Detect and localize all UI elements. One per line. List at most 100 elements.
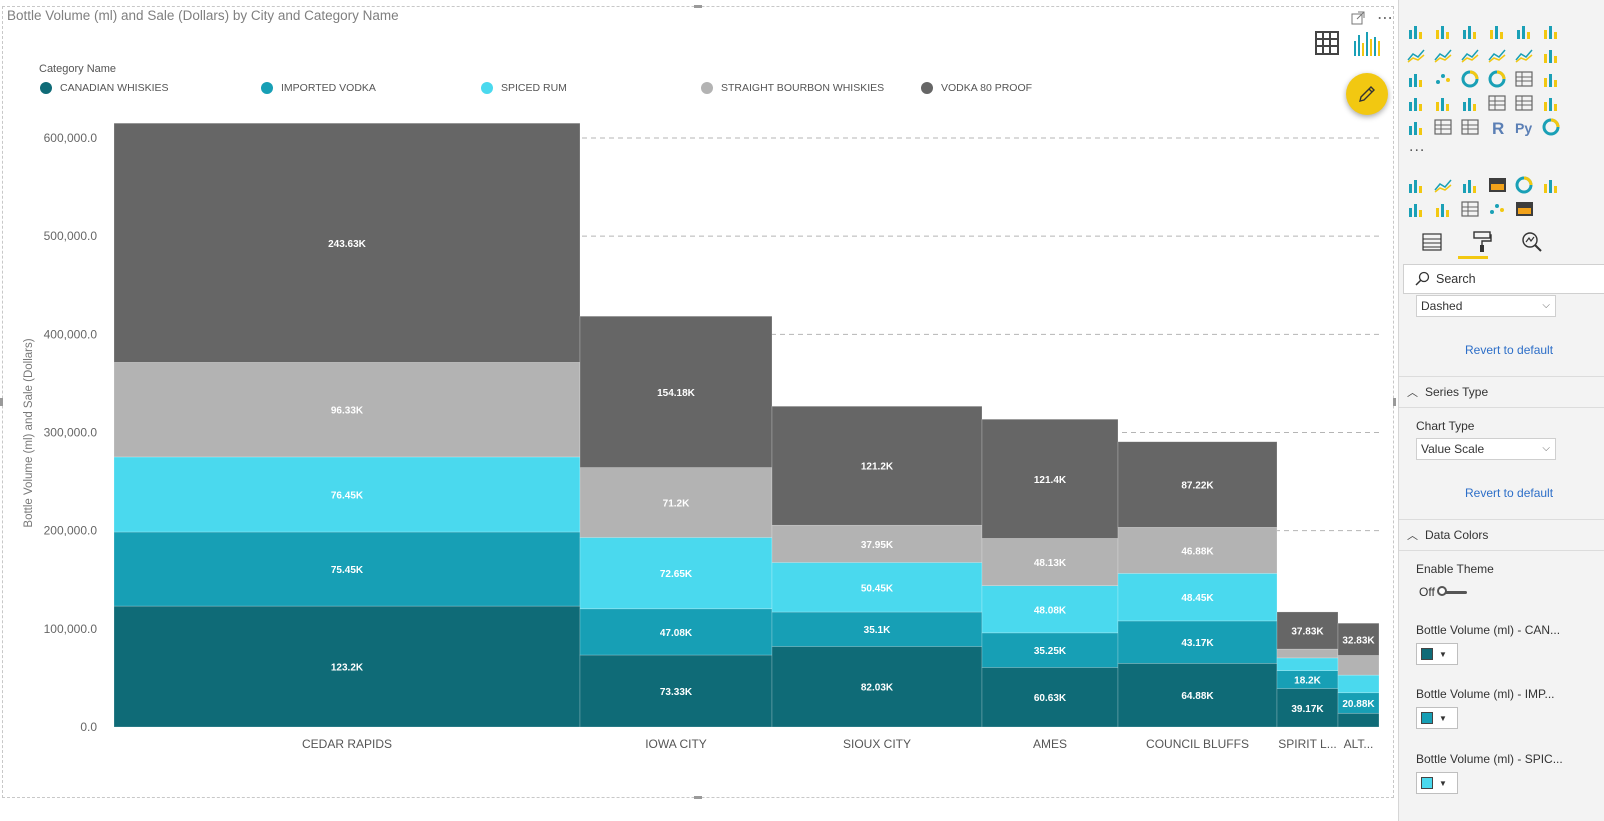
legend-marker	[261, 82, 273, 94]
bar-segment	[1337, 655, 1380, 676]
chart-type-select[interactable]: Value Scale ⌵	[1416, 438, 1556, 460]
toggle-knob[interactable]	[1436, 585, 1447, 596]
bar-segment	[771, 524, 983, 563]
multirow-card-icon[interactable]	[1515, 94, 1535, 112]
r-visual-icon[interactable]: R	[1488, 118, 1508, 136]
y-tick-label: 300,000.0	[44, 426, 98, 440]
table-icon[interactable]	[1434, 118, 1454, 136]
slicer-icon[interactable]	[1407, 118, 1427, 136]
edit-pencil-icon[interactable]	[1346, 73, 1388, 115]
bar-segment	[579, 537, 773, 610]
legend-title: Category Name	[39, 63, 117, 75]
stacked-bar-icon[interactable]	[1407, 22, 1427, 40]
color-swatch	[1421, 712, 1433, 724]
color-picker-canadian[interactable]: ▼	[1416, 643, 1458, 665]
custom-stack-icon[interactable]	[1461, 176, 1481, 194]
search-input[interactable]: Search	[1403, 264, 1604, 294]
stacked-column-icon[interactable]	[1434, 22, 1454, 40]
filled-map-icon[interactable]	[1407, 94, 1427, 112]
line-chart-icon[interactable]	[1407, 46, 1427, 64]
funnel-icon[interactable]	[1434, 94, 1454, 112]
waterfall-icon[interactable]	[1407, 70, 1427, 88]
resize-handle-right[interactable]	[1393, 398, 1396, 406]
custom-xyz-icon[interactable]	[1542, 176, 1562, 194]
gauge-icon[interactable]	[1461, 94, 1481, 112]
line-column-icon[interactable]	[1488, 46, 1508, 64]
100-bar-icon[interactable]	[1515, 22, 1535, 40]
format-tab-icon[interactable]	[1470, 230, 1494, 254]
kpi-icon[interactable]	[1542, 94, 1562, 112]
fields-tab-icon[interactable]	[1420, 230, 1444, 254]
expand-icon[interactable]	[1351, 11, 1365, 28]
clustered-column-icon[interactable]	[1488, 22, 1508, 40]
data-label: 32.83K	[1342, 635, 1375, 646]
line-style-select[interactable]: Dashed ⌵	[1416, 295, 1556, 317]
data-colors-section-header[interactable]: ︿ Data Colors	[1399, 519, 1604, 551]
bar-segment	[771, 405, 983, 526]
chevron-up-icon: ︿	[1407, 530, 1418, 542]
enable-theme-toggle[interactable]: Off	[1419, 585, 1467, 599]
analytics-tab-icon[interactable]	[1520, 230, 1544, 254]
legend-item[interactable]: VODKA 80 PROOF	[921, 82, 1032, 94]
custom-column-icon[interactable]	[1407, 200, 1427, 218]
resize-handle-left[interactable]	[0, 398, 3, 406]
caret-down-icon: ▼	[1439, 649, 1447, 659]
resize-handle-top[interactable]	[694, 5, 702, 8]
custom-line-icon[interactable]	[1434, 176, 1454, 194]
custom-bar-icon[interactable]	[1407, 176, 1427, 194]
ribbon-icon[interactable]	[1542, 46, 1562, 64]
legend-item[interactable]: IMPORTED VODKA	[261, 82, 376, 94]
legend-item[interactable]: STRAIGHT BOURBON WHISKIES	[701, 82, 884, 94]
x-tick-label: IOWA CITY	[645, 737, 707, 751]
data-label: 154.18K	[657, 388, 696, 399]
bar-segment	[579, 467, 773, 538]
caret-down-icon: ▼	[1439, 778, 1447, 788]
treemap-icon[interactable]	[1515, 70, 1535, 88]
area-chart-icon[interactable]	[1434, 46, 1454, 64]
more-options-icon[interactable]: ⋯	[1377, 10, 1393, 27]
y-tick-label: 200,000.0	[44, 524, 98, 538]
matrix-icon[interactable]	[1461, 118, 1481, 136]
line-clustered-icon[interactable]	[1515, 46, 1535, 64]
data-label: 76.45K	[331, 490, 364, 501]
toggle-track[interactable]	[1436, 585, 1467, 596]
x-tick-label: SIOUX CITY	[843, 737, 911, 751]
legend-item[interactable]: SPICED RUM	[481, 82, 567, 94]
clustered-bar-icon[interactable]	[1461, 22, 1481, 40]
bar-segment	[1117, 620, 1278, 664]
y-tick-label: 0.0	[80, 720, 97, 734]
data-label: 43.17K	[1181, 638, 1214, 649]
legend-marker	[921, 82, 933, 94]
custom-table-icon[interactable]	[1461, 200, 1481, 218]
color-picker-spiced[interactable]: ▼	[1416, 772, 1458, 794]
custom-image-icon[interactable]	[1488, 176, 1508, 194]
custom-network-icon[interactable]	[1488, 200, 1508, 218]
svg-text:R: R	[1492, 119, 1504, 136]
donut-icon[interactable]	[1488, 70, 1508, 88]
visual-icon[interactable]	[1353, 29, 1383, 60]
resize-handle-bottom[interactable]	[694, 796, 702, 799]
scatter-icon[interactable]	[1434, 70, 1454, 88]
python-visual-icon[interactable]: Py	[1515, 118, 1535, 136]
series-type-section-header[interactable]: ︿ Series Type	[1399, 376, 1604, 408]
data-label: 48.13K	[1034, 558, 1067, 569]
data-label: 73.33K	[660, 687, 693, 698]
data-label: 96.33K	[331, 406, 364, 417]
card-icon[interactable]	[1488, 94, 1508, 112]
map-icon[interactable]	[1542, 70, 1562, 88]
globe-icon[interactable]	[1542, 118, 1562, 136]
revert-to-default-link[interactable]: Revert to default	[1465, 343, 1554, 357]
custom-marimekko-icon[interactable]	[1515, 200, 1535, 218]
revert-to-default-link[interactable]: Revert to default	[1465, 486, 1554, 500]
data-label: 37.95K	[861, 540, 894, 551]
custom-ring-icon[interactable]	[1515, 176, 1535, 194]
bar-segment	[981, 538, 1119, 586]
legend-item[interactable]: CANADIAN WHISKIES	[40, 82, 169, 94]
more-visuals-icon[interactable]: ...	[1409, 138, 1426, 155]
pie-icon[interactable]	[1461, 70, 1481, 88]
100-column-icon[interactable]	[1542, 22, 1562, 40]
table-view-icon[interactable]	[1315, 31, 1339, 58]
stacked-area-icon[interactable]	[1461, 46, 1481, 64]
custom-column2-icon[interactable]	[1434, 200, 1454, 218]
color-picker-imported[interactable]: ▼	[1416, 707, 1458, 729]
